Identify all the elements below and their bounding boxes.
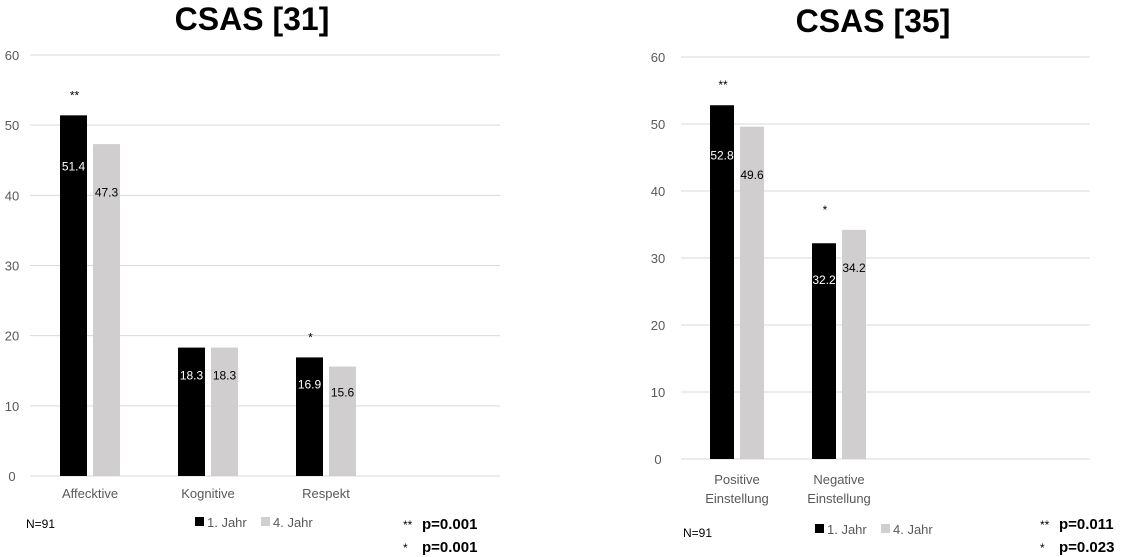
y-tick-label: 0 <box>8 469 15 484</box>
y-tick-label: 0 <box>654 452 661 467</box>
pvalue-marker: * <box>403 541 408 555</box>
data-label: 32.2 <box>812 273 836 287</box>
bar-year1 <box>812 243 836 459</box>
data-label: 15.6 <box>331 385 355 399</box>
bar-year4 <box>211 347 238 476</box>
legend-label-year4: 4. Jahr <box>893 522 933 537</box>
pvalue-marker: ** <box>403 518 413 532</box>
y-tick-label: 40 <box>651 184 665 199</box>
chart-title: CSAS [31] <box>175 1 330 37</box>
y-tick-label: 20 <box>5 329 19 344</box>
y-tick-label: 40 <box>5 188 19 203</box>
legend-label-year4: 4. Jahr <box>273 515 313 530</box>
y-tick-label: 50 <box>5 118 19 133</box>
legend-swatch-year1 <box>195 517 204 526</box>
data-label: 16.9 <box>298 377 322 391</box>
x-category-label: Kognitive <box>181 486 234 501</box>
bar-year1 <box>178 347 205 476</box>
pvalue-text: p=0.001 <box>422 539 477 556</box>
legend-swatch-year4 <box>261 517 270 526</box>
y-tick-label: 30 <box>651 251 665 266</box>
x-category-label: Positive <box>714 472 760 487</box>
y-tick-label: 50 <box>651 117 665 132</box>
bar-year1 <box>296 357 323 476</box>
sample-size-note: N=91 <box>683 526 712 540</box>
legend-label-year1: 1. Jahr <box>207 515 247 530</box>
pvalue-text: p=0.001 <box>422 516 477 533</box>
data-label: 34.2 <box>842 261 866 275</box>
pvalue-text: p=0.011 <box>1059 516 1114 533</box>
significance-marker: * <box>308 330 313 344</box>
y-tick-label: 10 <box>651 385 665 400</box>
pvalue-marker: ** <box>1040 518 1050 532</box>
significance-marker: ** <box>718 78 728 92</box>
y-tick-label: 20 <box>651 318 665 333</box>
bar-year1 <box>710 105 734 460</box>
x-category-label: Affecktive <box>62 486 118 501</box>
legend-swatch-year4 <box>881 524 890 533</box>
data-label: 52.8 <box>710 149 734 163</box>
bar-year4 <box>329 366 356 476</box>
data-label: 51.4 <box>62 159 86 173</box>
bar-year4 <box>93 144 120 476</box>
data-label: 18.3 <box>180 368 204 382</box>
data-label: 47.3 <box>95 185 119 199</box>
y-tick-label: 60 <box>651 50 665 65</box>
bar-year4 <box>740 126 764 460</box>
pvalue-text: p=0.023 <box>1059 539 1114 556</box>
data-label: 49.6 <box>740 168 764 182</box>
y-tick-label: 30 <box>5 259 19 274</box>
bar-year1 <box>60 115 87 477</box>
legend-swatch-year1 <box>815 524 824 533</box>
x-category-label: Respekt <box>302 486 350 501</box>
data-label: 18.3 <box>213 368 237 382</box>
x-category-label: Negative <box>813 472 864 487</box>
y-tick-label: 10 <box>5 399 19 414</box>
pvalue-marker: * <box>1040 541 1045 555</box>
significance-marker: * <box>823 203 828 217</box>
x-category-label: Einstellung <box>807 491 871 506</box>
y-tick-label: 60 <box>5 48 19 63</box>
sample-size-note: N=91 <box>26 517 55 531</box>
x-category-label: Einstellung <box>705 491 769 506</box>
bar-year4 <box>842 229 866 459</box>
legend-label-year1: 1. Jahr <box>827 522 867 537</box>
significance-marker: ** <box>70 88 80 102</box>
chart-title: CSAS [35] <box>796 3 951 39</box>
